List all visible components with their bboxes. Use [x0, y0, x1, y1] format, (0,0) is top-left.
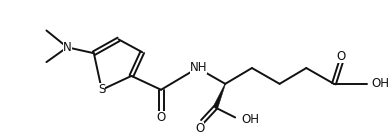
Text: O: O	[336, 50, 345, 63]
Text: OH: OH	[241, 113, 259, 126]
Text: O: O	[156, 111, 166, 124]
Text: S: S	[98, 83, 105, 96]
Text: NH: NH	[190, 60, 207, 74]
Polygon shape	[213, 84, 225, 108]
Text: OH: OH	[372, 77, 390, 90]
Text: N: N	[63, 41, 72, 54]
Text: O: O	[195, 122, 204, 135]
